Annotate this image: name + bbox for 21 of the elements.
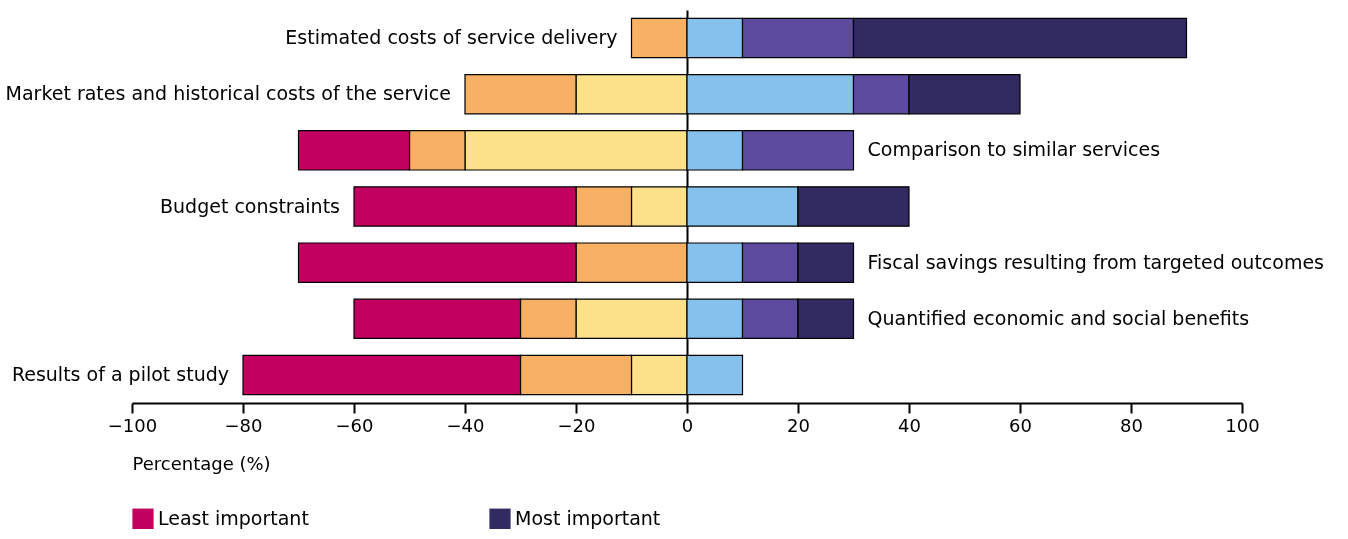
x-tick-label: 60 bbox=[1009, 414, 1032, 436]
y-tick-label: Quantified economic and social benefits bbox=[867, 306, 1250, 329]
x-tick-label: −60 bbox=[335, 414, 374, 436]
y-tick-label: Budget constraints bbox=[160, 194, 340, 217]
legend-label: Least important bbox=[158, 507, 309, 530]
y-tick-label: Fiscal savings resulting from targeted outcomes bbox=[867, 250, 1325, 273]
y-tick-label: Estimated costs of service delivery bbox=[285, 26, 618, 49]
x-tick-label: 20 bbox=[787, 414, 810, 436]
x-tick-label: −40 bbox=[446, 414, 485, 436]
y-tick-label: Results of a pilot study bbox=[11, 362, 229, 385]
x-tick-label: −100 bbox=[107, 414, 158, 436]
x-tick-label: 100 bbox=[1225, 414, 1260, 436]
x-tick-label: −80 bbox=[224, 414, 263, 436]
x-tick-label: −20 bbox=[557, 414, 596, 436]
x-tick-label: 0 bbox=[681, 414, 694, 436]
x-tick-label: 80 bbox=[1120, 414, 1143, 436]
x-tick-label: 40 bbox=[898, 414, 921, 436]
y-tick-label: Market rates and historical costs of the service bbox=[5, 82, 451, 105]
y-tick-label: Comparison to similar services bbox=[867, 138, 1161, 161]
x-axis-title: Percentage (%) bbox=[132, 452, 271, 474]
legend-label: Most important bbox=[515, 507, 661, 530]
